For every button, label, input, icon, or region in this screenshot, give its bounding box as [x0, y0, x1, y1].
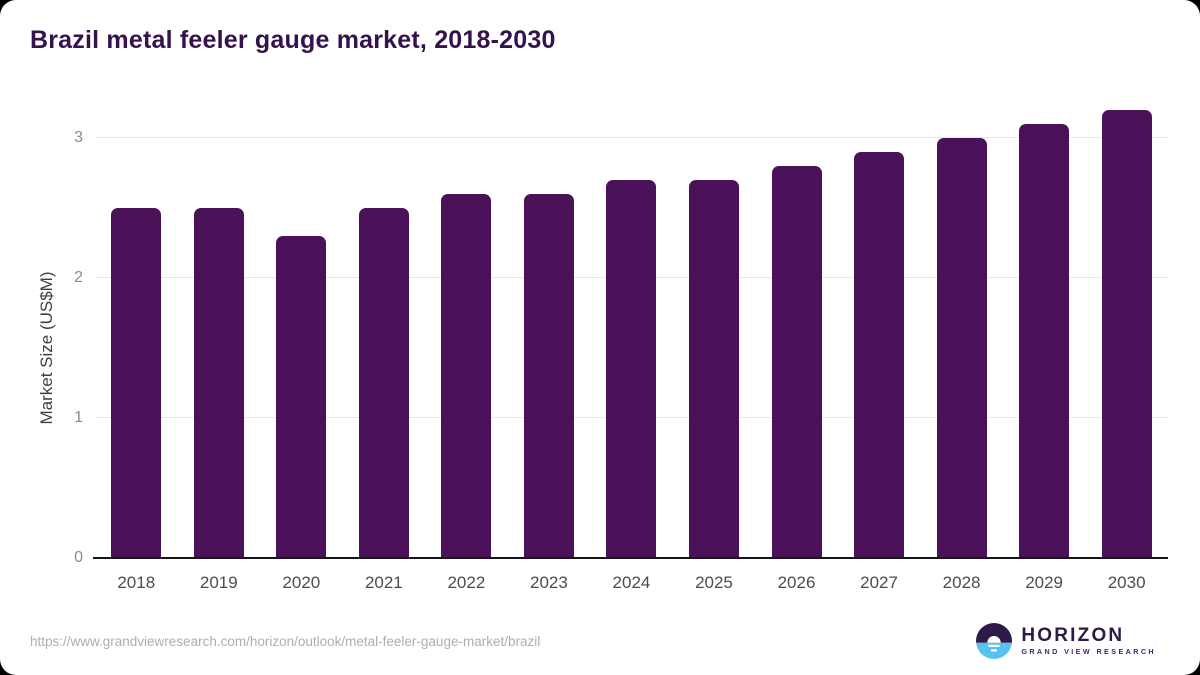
x-tick-label-2021: 2021	[364, 573, 403, 592]
logo-name: HORIZON	[1021, 625, 1125, 647]
gridline-3	[95, 137, 1168, 138]
x-tick-label-2028: 2028	[942, 573, 981, 592]
x-tick-label-2018: 2018	[117, 573, 156, 592]
y-tick-label-2: 2	[74, 269, 83, 286]
bar-slot-2024: 2024	[590, 98, 673, 592]
bar-slot-2026: 2026	[755, 98, 838, 592]
bar-2018[interactable]	[111, 208, 162, 558]
bar-2023[interactable]	[523, 194, 574, 558]
bar-2024[interactable]	[606, 180, 657, 558]
logo-subtitle: GRAND VIEW RESEARCH	[1021, 647, 1156, 657]
x-tick-label-2022: 2022	[447, 573, 486, 592]
bar-2030[interactable]	[1101, 110, 1152, 558]
bar-2020[interactable]	[276, 236, 327, 558]
chart-title: Brazil metal feeler gauge market, 2018-2…	[30, 26, 556, 54]
bar-2022[interactable]	[441, 194, 492, 558]
bar-slot-2022: 2022	[425, 98, 508, 592]
plot-area: 0 1 2 3 2018 2019 2020 2021 2022 2023 2024 2025 202…	[74, 98, 1168, 592]
bar-slot-2027: 2027	[838, 98, 921, 592]
x-tick-label-2027: 2027	[860, 573, 898, 592]
bar-2019[interactable]	[193, 208, 244, 558]
x-tick-label-2030: 2030	[1107, 573, 1146, 592]
bar-slot-2021: 2021	[343, 98, 426, 592]
x-tick-label-2019: 2019	[199, 573, 238, 592]
bar-slot-2023: 2023	[508, 98, 591, 592]
bar-2021[interactable]	[358, 208, 409, 558]
x-tick-label-2026: 2026	[777, 573, 816, 592]
x-tick-label-2024: 2024	[612, 573, 651, 592]
bar-2026[interactable]	[771, 166, 822, 558]
logo-wordmark: HORIZON GRAND VIEW RESEARCH	[1021, 626, 1156, 655]
bar-slot-2029: 2029	[1003, 98, 1086, 592]
bar-slot-2018: 2018	[95, 98, 178, 592]
bar-2029[interactable]	[1019, 124, 1070, 558]
x-tick-label-2029: 2029	[1025, 573, 1064, 592]
bar-series: 2018 2019 2020 2021 2022 2023 2024 2025 2026 2027…	[95, 98, 1168, 592]
y-axis-title: Market Size (US$M)	[37, 271, 56, 425]
y-tick-label-3: 3	[74, 129, 83, 146]
bar-slot-2019: 2019	[178, 98, 261, 592]
source-url: https://www.grandviewresearch.com/horizo…	[30, 634, 541, 649]
bar-2027[interactable]	[854, 152, 905, 558]
x-tick-label-2025: 2025	[695, 573, 733, 592]
bar-slot-2030: 2030	[1085, 98, 1168, 592]
bar-2028[interactable]	[936, 138, 987, 558]
horizon-sunset-icon	[976, 623, 1013, 659]
bar-slot-2020: 2020	[260, 98, 343, 592]
horizon-logo: HORIZON GRAND VIEW RESEARCH	[976, 623, 1156, 659]
x-tick-label-2023: 2023	[530, 573, 568, 592]
bar-slot-2028: 2028	[920, 98, 1003, 592]
y-tick-label-1: 1	[74, 409, 83, 426]
x-axis-line	[93, 557, 1168, 559]
x-tick-label-2020: 2020	[282, 573, 321, 592]
bar-slot-2025: 2025	[673, 98, 756, 592]
bar-2025[interactable]	[688, 180, 739, 558]
y-tick-label-0: 0	[74, 549, 83, 566]
